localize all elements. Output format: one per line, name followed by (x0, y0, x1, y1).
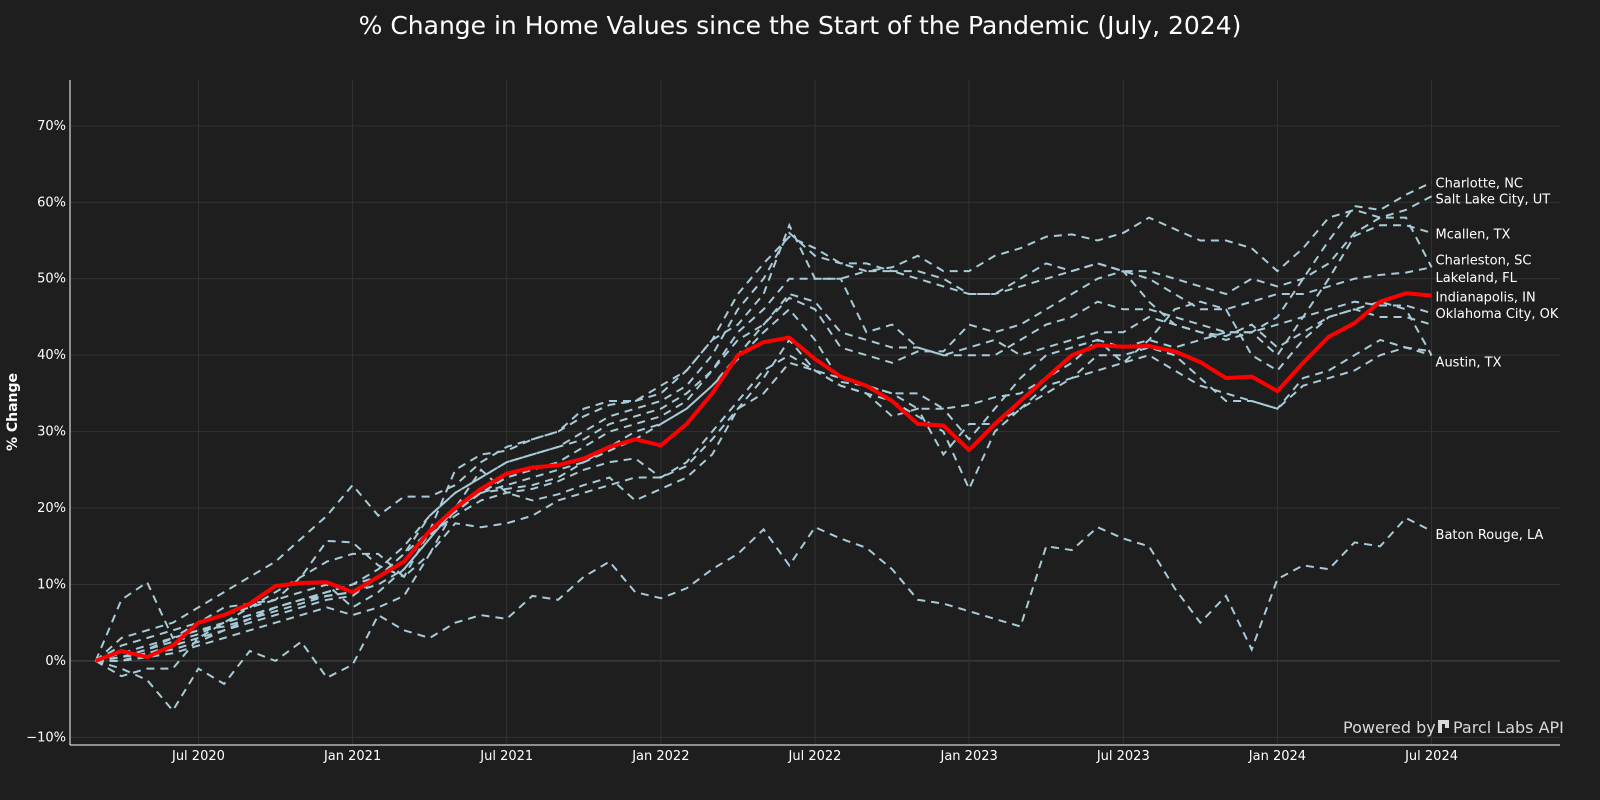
chart-title: % Change in Home Values since the Start … (359, 11, 1242, 40)
y-tick-label: 10% (37, 577, 66, 592)
series-line (94, 222, 1433, 662)
series-line (95, 338, 1432, 662)
y-tick-label: 20% (37, 501, 66, 516)
series-end-label: Oklahoma City, OK (1436, 307, 1559, 322)
y-tick-label: 40% (37, 348, 66, 363)
x-tick-label: Jan 2024 (1248, 749, 1306, 764)
series-end-label: Charleston, SC (1436, 254, 1532, 269)
series-end-label: Indianapolis, IN (1436, 290, 1536, 305)
series-end-label: Salt Lake City, UT (1436, 192, 1551, 207)
x-tick-label: Jul 2024 (1404, 749, 1458, 764)
y-axis-label: % Change (5, 373, 21, 451)
series-line (95, 262, 1432, 662)
series-end-label: Baton Rouge, LA (1436, 528, 1544, 543)
x-tick-label: Jul 2022 (788, 749, 842, 764)
x-tick-label: Jan 2022 (631, 749, 689, 764)
watermark-brand: Parcl Labs API (1453, 718, 1564, 737)
parcl-logo-icon (1438, 720, 1449, 733)
series-line (95, 300, 1432, 678)
series-line (95, 224, 1432, 662)
x-tick-label: Jul 2021 (479, 749, 533, 764)
watermark-text: Powered by (1343, 718, 1436, 737)
series-line (95, 292, 1432, 662)
series-end-label: Austin, TX (1436, 355, 1502, 370)
grid (70, 80, 1560, 745)
series-line (95, 516, 1433, 713)
y-tick-label: 70% (37, 119, 66, 134)
series-end-label: Charlotte, NC (1436, 176, 1523, 191)
series-end-label: Lakeland, FL (1436, 271, 1518, 286)
x-tick-label: Jan 2023 (940, 749, 998, 764)
y-tick-label: 0% (45, 654, 66, 669)
y-tick-label: 50% (37, 272, 66, 287)
series-layer (94, 181, 1433, 713)
series-line (95, 338, 1432, 662)
series-end-label: Mcallen, TX (1436, 228, 1511, 243)
y-tick-label: −10% (26, 730, 66, 745)
series-line (95, 195, 1433, 662)
x-tick-label: Jul 2023 (1096, 749, 1150, 764)
series-line-highlight (94, 291, 1432, 663)
y-tick-label: 60% (37, 195, 66, 210)
series-line (95, 181, 1433, 662)
x-tick-label: Jul 2020 (171, 749, 225, 764)
axes: −10% 0% 10% 20% 30% 40% 50% 60% 70% Jul 2020 Jan 2… (26, 80, 1560, 764)
y-tick-label: 30% (37, 425, 66, 440)
x-tick-label: Jan 2021 (323, 749, 381, 764)
watermark: Powered by Parcl Labs API (1343, 718, 1564, 737)
